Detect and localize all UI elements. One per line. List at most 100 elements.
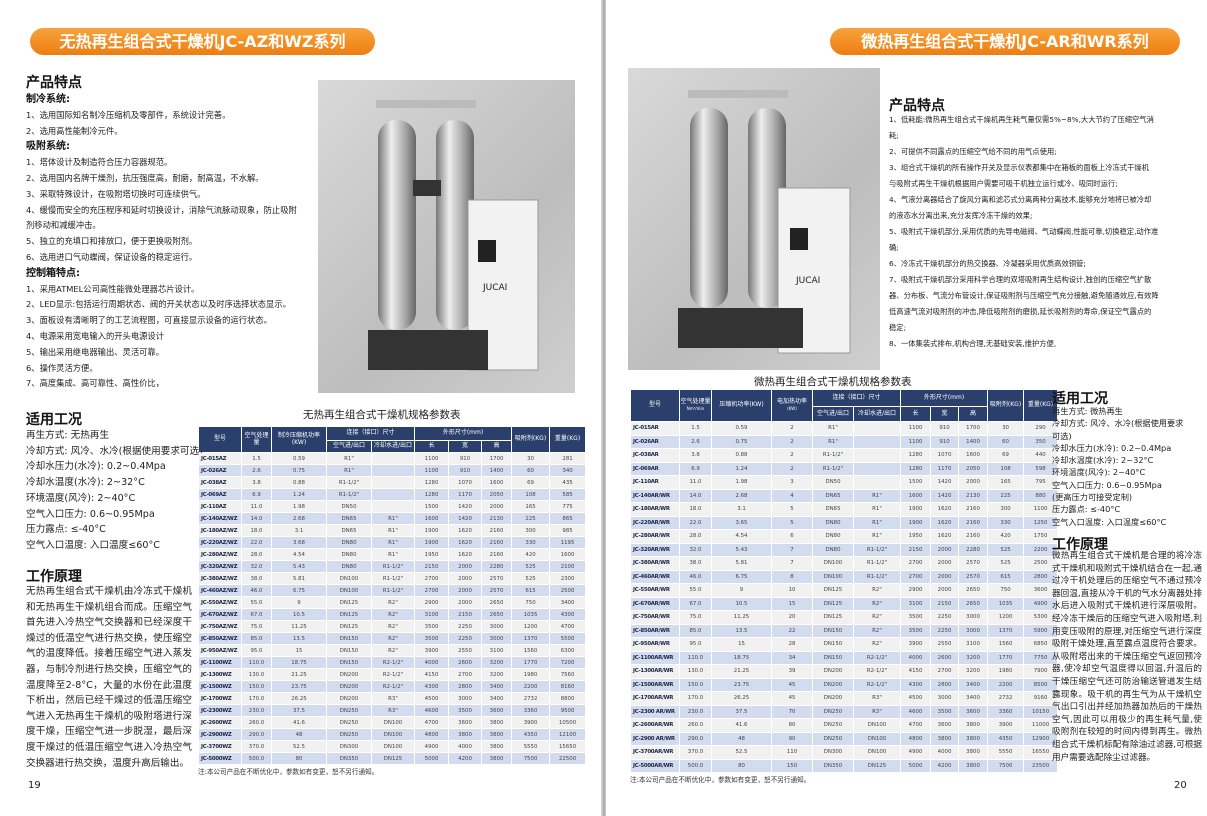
table-cell: 330 — [512, 537, 550, 548]
table-cell: 1950 — [415, 549, 449, 560]
table-cell: 18.75 — [712, 651, 771, 664]
table-cell: 2300 — [550, 573, 586, 584]
table-cell: 3.65 — [712, 516, 771, 529]
table-cell: 4600 — [901, 705, 931, 718]
table-cell: 12900 — [1024, 732, 1058, 745]
table-cell: 150 — [772, 759, 812, 772]
table-cell: 95.0 — [680, 638, 711, 651]
table-cell: 1900 — [415, 537, 449, 548]
table-cell: DN100 — [372, 741, 415, 752]
col-air-io: 空气进/出口 — [813, 407, 853, 421]
table-cell: 281 — [550, 453, 586, 464]
table-cell: 3200 — [959, 651, 988, 664]
table-cell: 5500 — [550, 633, 586, 644]
table-cell: 22.0 — [242, 537, 271, 548]
table-cell: 48 — [272, 729, 326, 740]
table-row: JC-2300 AR/WR 230.0 37.5 70 DN250 R3" 4600 3500… — [631, 705, 1058, 718]
table-cell: 150.0 — [242, 681, 271, 692]
cell-model: JC-2300WZ — [199, 705, 241, 716]
table-cell: 14.0 — [242, 513, 271, 524]
table-cell: 4150 — [901, 665, 931, 678]
table-cell: 1950 — [901, 530, 931, 543]
table-row: JC-1700AR/WR 170.0 26.25 45 DN200 R3" 4500 3000… — [631, 692, 1058, 705]
table-cell: 1420 — [449, 513, 482, 524]
cell-model: JC-750AR/WR — [631, 611, 679, 624]
table-cell: 4300 — [415, 681, 449, 692]
table-cell: 10.5 — [712, 597, 771, 610]
cell-model: JC-1100WZ — [199, 657, 241, 668]
feature-group-title: 控制箱特点: — [26, 267, 80, 279]
table-row: JC-069AZ 6.9 1.24 R1-1/2" 1280 1170 2050 108 585 — [199, 489, 586, 500]
feature-item: 6、冷冻式干燥机部分的热交换器、冷凝器采用优质高效铜管; — [889, 259, 1086, 268]
table-cell: R2" — [372, 609, 415, 620]
table-cell: 3000 — [482, 621, 512, 632]
table-cell: R2" — [854, 584, 901, 597]
col-air-unit: Nm³/min — [686, 405, 705, 411]
table-cell: DN250 — [327, 729, 371, 740]
table-cell: 2100 — [550, 561, 586, 572]
table-row: JC-180AZ/WZ 18.0 3.1 DN65 R1" 1900 1620 2160 300… — [199, 525, 586, 536]
table-cell: DN250 — [813, 719, 853, 732]
table-cell: R1-1/2" — [327, 477, 371, 488]
table-cell: 55.0 — [680, 584, 711, 597]
table-cell: 225 — [988, 489, 1024, 502]
table-cell — [372, 489, 415, 500]
table-cell: 3800 — [482, 717, 512, 728]
series-banner: 无热再生组合式干燥机JC-AZ和WZ系列 — [30, 28, 375, 55]
condition-item: 再生方式: 无热再生 — [26, 430, 110, 441]
table-cell: 110.0 — [242, 657, 271, 668]
table-cell: 3.1 — [272, 525, 326, 536]
table-cell: 1070 — [931, 449, 959, 462]
table-cell: 32.0 — [680, 543, 711, 556]
table-cell: 3400 — [482, 681, 512, 692]
table-cell: 9 — [712, 584, 771, 597]
table-cell: 910 — [449, 465, 482, 476]
table-cell: 1280 — [415, 489, 449, 500]
brand-logo: JUCAI — [482, 283, 507, 293]
cell-model: JC-3700AR/WR — [631, 746, 679, 759]
condition-item: 冷却水压力(水冷): 0.2~0.4Mpa — [1052, 442, 1172, 453]
table-cell: 2000 — [449, 573, 482, 584]
table-cell: R3" — [372, 693, 415, 704]
table-cell: DN100 — [854, 732, 901, 745]
table-cell: 4000 — [415, 657, 449, 668]
feature-item: 稳定; — [889, 323, 907, 332]
condition-item: 压力露点: ≤-40°C — [26, 524, 106, 536]
table-cell: 2250 — [931, 624, 959, 637]
cell-model: JC-1100AR/WR — [631, 651, 679, 664]
table-cell: DN80 — [327, 561, 371, 572]
table-cell: 440 — [1024, 449, 1058, 462]
table-cell: 26.25 — [272, 693, 326, 704]
table-cell: R2" — [372, 633, 415, 644]
table-row: JC-140AZ/WZ 14.0 2.68 DN65 R1" 1600 1420 2130 22… — [199, 513, 586, 524]
table-cell: R1" — [372, 513, 415, 524]
table-cell: 3000 — [449, 693, 482, 704]
table-cell: R1" — [854, 530, 901, 543]
table-cell: 4 — [772, 489, 812, 502]
table-cell: DN65 — [327, 513, 371, 524]
table-cell: 4800 — [415, 729, 449, 740]
table-row: JC-2600WZ 260.0 41.6 DN250 DN100 4700 3600 3800… — [199, 717, 586, 728]
cell-model: JC-2300 AR/WR — [631, 705, 679, 718]
table-cell: DN80 — [327, 537, 371, 548]
table-row: JC-850AR/WR 85.0 13.5 22 DN150 R2" 3500 2250 300… — [631, 624, 1058, 637]
table-cell: 2700 — [901, 570, 931, 583]
table-cell: 2000 — [959, 476, 988, 489]
table-cell: 52.5 — [712, 746, 771, 759]
table-cell: 435 — [550, 477, 586, 488]
table-cell: 1620 — [449, 525, 482, 536]
table-cell: DN125 — [327, 621, 371, 632]
table-cell: 3600 — [931, 719, 959, 732]
table-cell: 2280 — [482, 561, 512, 572]
table-cell: 230.0 — [242, 705, 271, 716]
table-cell: 1100 — [415, 465, 449, 476]
cell-model: JC-1500AR/WR — [631, 678, 679, 691]
page-gutter — [601, 0, 607, 816]
table-cell: DN125 — [813, 597, 853, 610]
feature-item: 确; — [889, 243, 899, 252]
cell-model: JC-460AZ/WZ — [199, 585, 241, 596]
table-cell: 260.0 — [680, 719, 711, 732]
cell-model: JC-5000WZ — [199, 753, 241, 764]
cell-model: JC-750AZ/WZ — [199, 621, 241, 632]
table-cell: 5 — [772, 516, 812, 529]
